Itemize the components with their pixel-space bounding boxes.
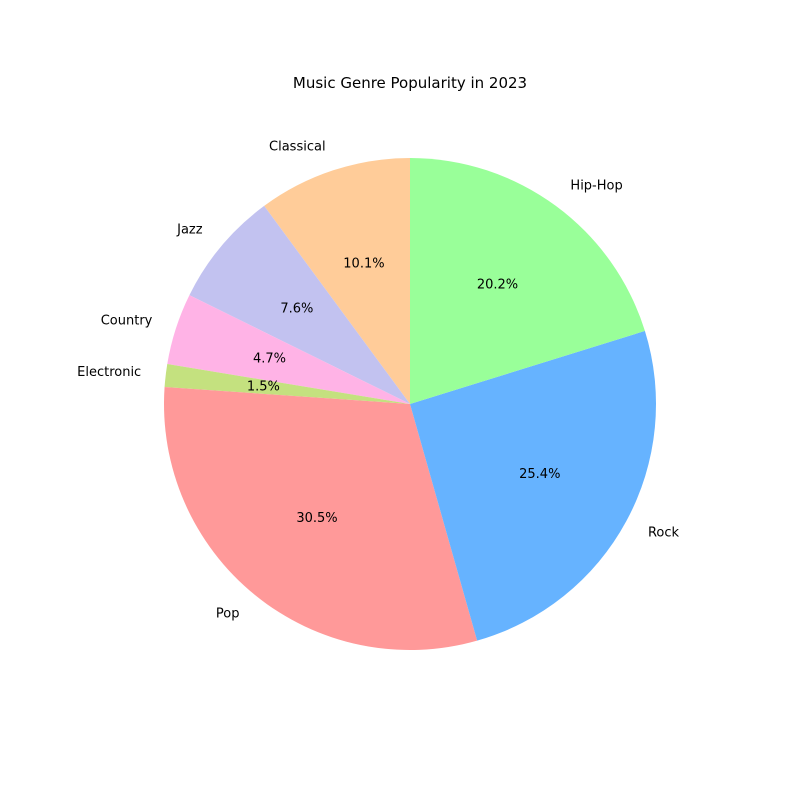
pie-slice-country <box>167 295 410 404</box>
slice-label-jazz: Jazz <box>176 223 203 238</box>
slice-percent-jazz: 7.6% <box>280 302 313 317</box>
slice-label-pop: Pop <box>216 607 240 622</box>
pie-slice-jazz <box>189 205 410 404</box>
slice-label-country: Country <box>101 314 153 329</box>
pie-slice-hip-hop <box>410 158 645 404</box>
slice-label-classical: Classical <box>269 139 326 154</box>
slice-label-hip-hop: Hip-Hop <box>570 179 622 194</box>
pie-slice-pop <box>164 387 478 650</box>
slice-percent-classical: 10.1% <box>343 256 384 271</box>
pie-slice-classical <box>264 158 410 404</box>
slice-percent-rock: 25.4% <box>519 467 560 482</box>
slice-percent-electronic: 1.5% <box>247 379 280 394</box>
pie-labels: Classical 10.1% Jazz 7.6% Country 4.7% Electro… <box>77 139 679 621</box>
slice-label-electronic: Electronic <box>77 365 141 380</box>
chart-title: Music Genre Popularity in 2023 <box>293 74 527 92</box>
pie-slices <box>164 158 656 650</box>
pie-slice-electronic <box>164 363 410 404</box>
slice-percent-hip-hop: 20.2% <box>477 278 518 293</box>
slice-label-rock: Rock <box>648 525 680 540</box>
slice-percent-pop: 30.5% <box>296 511 337 526</box>
pie-slice-rock <box>410 330 656 641</box>
slice-percent-country: 4.7% <box>253 351 286 366</box>
